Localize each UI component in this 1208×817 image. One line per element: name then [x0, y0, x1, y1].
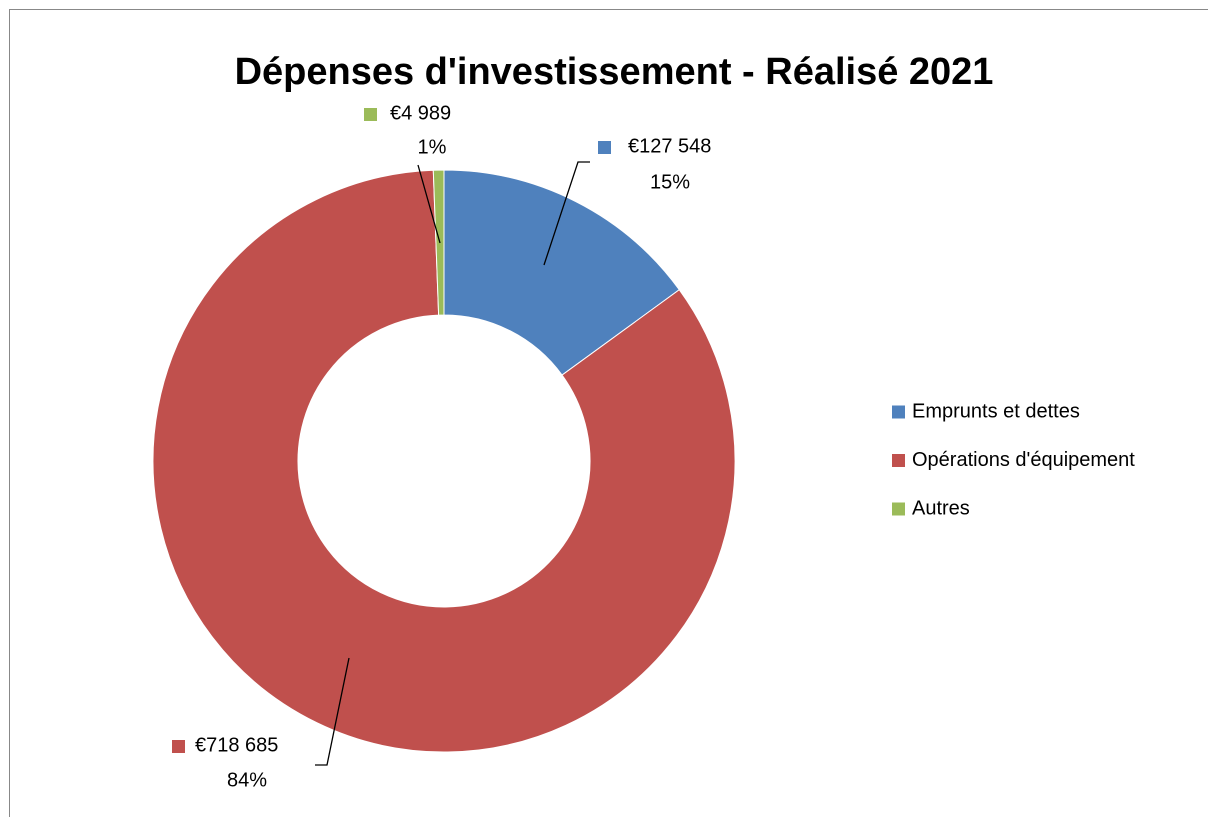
value-label: €127 548	[628, 135, 711, 157]
percent-label: 1%	[418, 136, 447, 158]
legend-label: Emprunts et dettes	[912, 400, 1080, 422]
label-key	[364, 108, 377, 121]
leader-line	[417, 164, 441, 244]
value-label: €4 989	[390, 102, 451, 124]
leader-line	[315, 657, 350, 766]
legend-key	[892, 454, 905, 467]
percent-label: 15%	[650, 171, 690, 193]
value-label: €718 685	[195, 734, 278, 756]
legend-label: Autres	[912, 497, 970, 519]
donut-slice	[152, 169, 736, 753]
legend-key	[892, 502, 905, 516]
percent-label: 84%	[227, 769, 267, 791]
label-key	[172, 740, 185, 753]
donut-slice	[443, 169, 680, 376]
legend-label: Opérations d'équipement	[912, 449, 1135, 471]
donut-slice	[432, 169, 445, 316]
label-key	[598, 141, 611, 154]
chart-title: Dépenses d'investissement - Réalisé 2021	[235, 51, 994, 93]
leader-line	[543, 161, 590, 266]
legend-key	[892, 405, 905, 419]
